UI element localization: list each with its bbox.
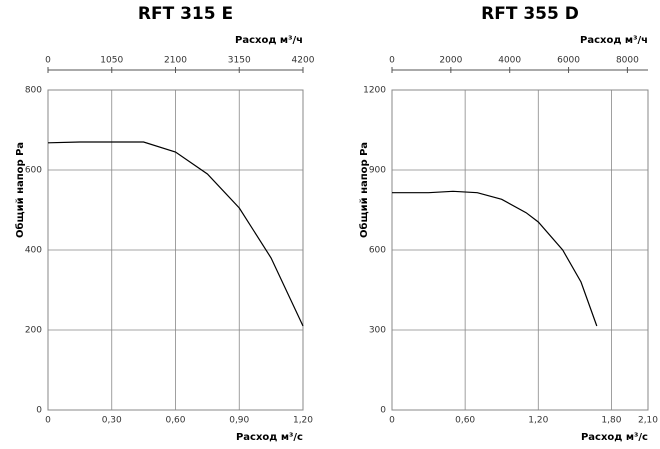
x2-tick-label: 2000 <box>439 56 462 66</box>
x2-tick-label: 2100 <box>164 56 187 66</box>
x-tick-label: 0,90 <box>229 416 249 426</box>
x-tick-label: 1,80 <box>601 416 621 426</box>
x2-tick-label: 8000 <box>616 56 639 66</box>
x-tick-label: 0,60 <box>165 416 185 426</box>
x-tick-label: 0,60 <box>455 416 475 426</box>
performance-curve <box>392 190 598 327</box>
y-tick-label: 400 <box>25 246 42 256</box>
y-tick-label: 900 <box>369 166 386 176</box>
performance-curve <box>47 141 304 327</box>
y-tick-label: 600 <box>369 246 386 256</box>
x-tick-label: 1,20 <box>293 416 313 426</box>
y-tick-label: 300 <box>369 326 386 336</box>
x2-axis-label: Расход м³/ч <box>580 35 648 46</box>
y-tick-label: 200 <box>25 326 42 336</box>
x-axis-label: Расход м³/с <box>581 432 648 443</box>
x-axis-label: Расход м³/с <box>236 432 303 443</box>
x2-axis-label: Расход м³/ч <box>235 35 303 46</box>
x2-tick-label: 0 <box>389 56 395 66</box>
y-tick-label: 1200 <box>363 86 386 96</box>
y-tick-label: 600 <box>25 166 42 176</box>
x2-tick-label: 0 <box>45 56 51 66</box>
y-tick-label: 0 <box>380 406 386 416</box>
x-tick-label: 0,30 <box>102 416 122 426</box>
x-tick-label: 2,10 <box>638 416 658 426</box>
y-axis-label: Общий напор Pa <box>14 142 26 238</box>
x2-tick-label: 3150 <box>228 56 251 66</box>
x2-tick-label: 6000 <box>557 56 580 66</box>
chart-title: RFT 355 D <box>481 4 579 24</box>
y-tick-label: 0 <box>36 406 42 416</box>
x-tick-label: 1,20 <box>528 416 548 426</box>
x2-tick-label: 4200 <box>292 56 315 66</box>
y-axis-label: Общий напор Pa <box>358 142 370 238</box>
y-tick-label: 800 <box>25 86 42 96</box>
x-tick-label: 0 <box>45 416 51 426</box>
x2-tick-label: 1050 <box>100 56 123 66</box>
x-tick-label: 0 <box>389 416 395 426</box>
x2-tick-label: 4000 <box>498 56 521 66</box>
chart-title: RFT 315 E <box>138 4 233 24</box>
